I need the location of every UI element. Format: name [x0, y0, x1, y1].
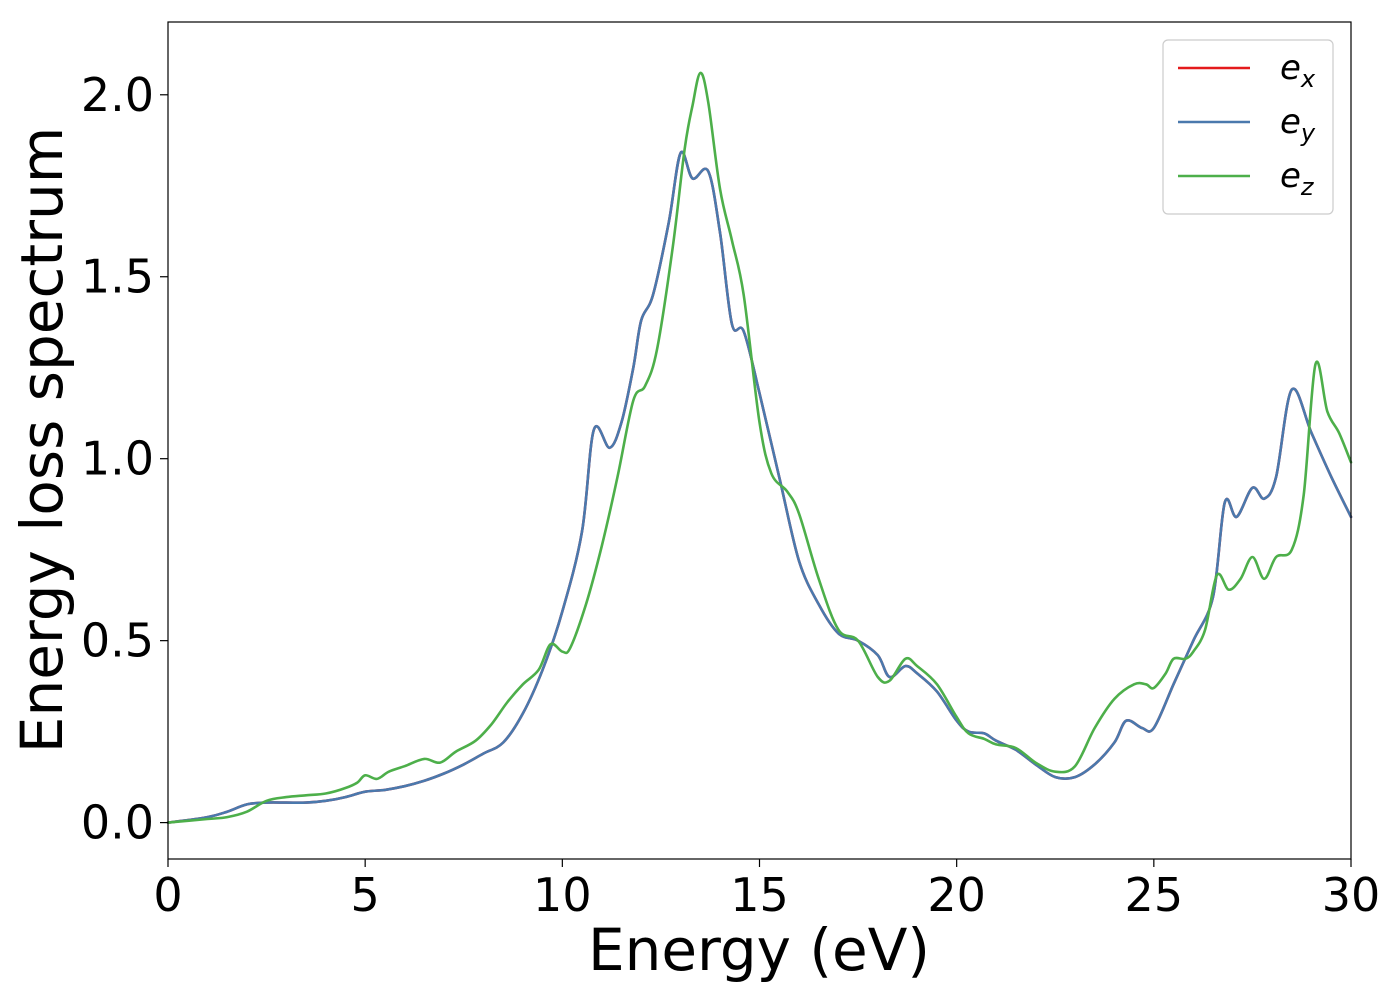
x-axis: 0 5 10 15 20 25 30 — [153, 859, 1380, 922]
x-tick-label: 15 — [730, 868, 789, 922]
x-axis-title: Energy (eV) — [588, 916, 930, 984]
y-tick-label: 1.5 — [81, 250, 154, 304]
y-axis-title: Energy loss spectrum — [8, 127, 76, 753]
x-tick-label: 20 — [927, 868, 986, 922]
y-tick-label: 2.0 — [81, 68, 154, 122]
x-tick-label: 0 — [153, 868, 182, 922]
legend-box — [1162, 39, 1334, 215]
plot-area — [168, 22, 1351, 859]
series-line-ez — [166, 71, 1353, 824]
x-tick-label: 10 — [533, 868, 592, 922]
series-layer — [166, 71, 1353, 824]
x-tick-label: 5 — [351, 868, 380, 922]
series-line-ey — [166, 150, 1353, 824]
y-tick-label: 0.5 — [81, 614, 154, 668]
y-tick-label: 0.0 — [81, 796, 154, 850]
x-tick-label: 30 — [1322, 868, 1381, 922]
y-tick-label: 1.0 — [81, 432, 154, 486]
x-tick-label: 25 — [1125, 868, 1184, 922]
y-axis: 0.0 0.5 1.0 1.5 2.0 — [81, 68, 168, 850]
